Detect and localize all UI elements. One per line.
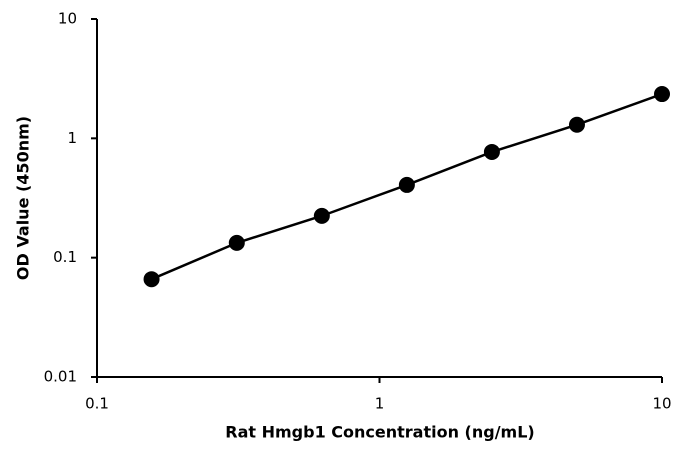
- data-point: [143, 271, 160, 288]
- data-point: [228, 234, 245, 251]
- y-tick-label: 0.1: [53, 248, 77, 266]
- data-point: [568, 116, 585, 133]
- y-axis-title: OD Value (450nm): [14, 116, 33, 280]
- y-tick-label: 1: [67, 129, 77, 147]
- x-tick-label: 1: [375, 395, 385, 413]
- y-tick-label: 0.01: [44, 368, 77, 386]
- x-tick-label: 10: [652, 395, 671, 413]
- data-point: [313, 207, 330, 224]
- x-tick-label: 0.1: [85, 395, 109, 413]
- data-point: [483, 143, 500, 160]
- y-tick-label: 10: [58, 10, 77, 28]
- data-point: [398, 176, 415, 193]
- x-axis-title: Rat Hmgb1 Concentration (ng/mL): [225, 423, 534, 442]
- data-point: [654, 86, 670, 103]
